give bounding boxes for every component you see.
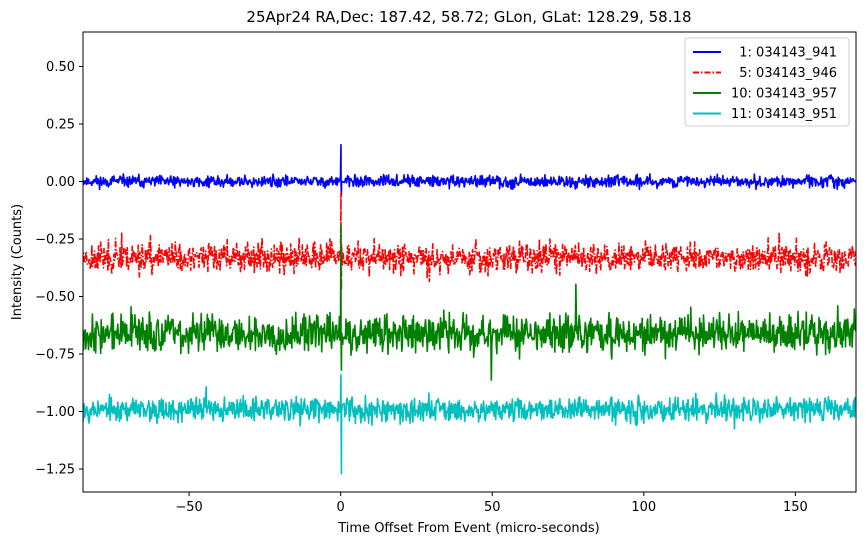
y-tick-label: −0.75	[35, 348, 75, 363]
series-line-2	[83, 192, 856, 291]
y-tick-label: −0.50	[35, 290, 75, 305]
y-tick-label: −1.00	[35, 405, 75, 420]
y-axis: 0.50 0.25 0.00 −0.25 −0.50 −0.75 −1.00 −1.25	[35, 60, 83, 478]
y-axis-label: Intensity (Counts)	[10, 204, 25, 320]
y-tick-label: 0.25	[46, 118, 75, 133]
plot-lines	[83, 143, 856, 475]
x-axis-label: Time Offset From Event (micro-seconds)	[337, 521, 600, 536]
y-tick-label: −0.25	[35, 233, 75, 248]
legend-label-2: 5: 034143_946	[731, 66, 837, 81]
plot-frame	[82, 31, 857, 493]
x-axis: −50 0 50 100 150	[175, 492, 808, 515]
legend-label-4: 11: 034143_951	[731, 107, 837, 122]
series-line-3	[83, 224, 856, 381]
legend-label-3: 10: 034143_957	[731, 87, 837, 102]
legend-box	[684, 37, 850, 127]
x-tick-label: 0	[337, 500, 345, 515]
x-tick-label: −50	[175, 500, 202, 515]
series-line-4	[83, 373, 856, 475]
x-tick-label: 100	[631, 500, 656, 515]
chart-title: 25Apr24 RA,Dec: 187.42, 58.72; GLon, GLa…	[246, 8, 691, 26]
x-tick-label: 50	[484, 500, 501, 515]
series-line-1	[83, 143, 856, 197]
legend: 1: 034143_941 5: 034143_946 10: 034143_95…	[684, 37, 850, 127]
x-tick-label: 150	[783, 500, 808, 515]
y-tick-label: 0.50	[46, 60, 75, 75]
legend-label-1: 1: 034143_941	[731, 46, 837, 61]
y-tick-label: 0.00	[46, 175, 75, 190]
y-tick-label: −1.25	[35, 463, 75, 478]
